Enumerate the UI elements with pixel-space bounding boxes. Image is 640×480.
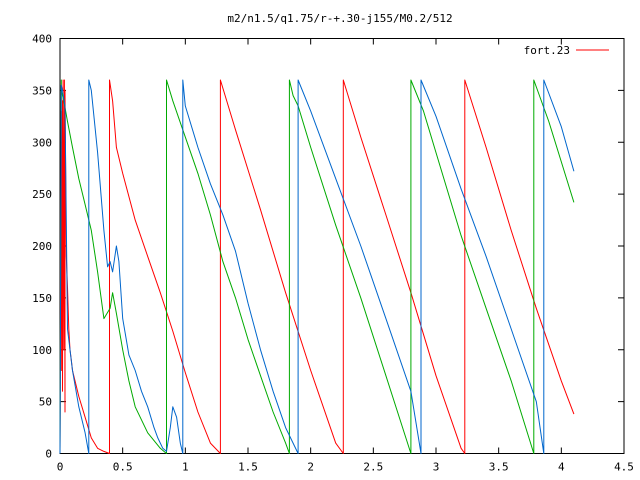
series-line-1 bbox=[59, 79, 575, 454]
y-tick-label: 50 bbox=[39, 396, 52, 409]
y-tick-label: 350 bbox=[32, 84, 52, 97]
x-tick-label: 1 bbox=[182, 461, 189, 474]
x-tick-label: 0 bbox=[57, 461, 64, 474]
axis-ticks: 0 0.5 1 1.5 2 2.5 3 3.5 4 4.5 0 50 100 150 200 250 300 35… bbox=[32, 33, 634, 474]
chart-title: m2/n1.5/q1.75/r-+.30-j155/M0.2/512 bbox=[227, 12, 452, 25]
series-line-3 bbox=[59, 79, 575, 454]
y-tick-label: 150 bbox=[32, 292, 52, 305]
legend: fort.23 bbox=[524, 44, 609, 57]
y-tick-label: 300 bbox=[32, 136, 52, 149]
x-tick-label: 3 bbox=[433, 461, 440, 474]
x-tick-label: 4.5 bbox=[614, 461, 634, 474]
y-tick-label: 250 bbox=[32, 188, 52, 201]
series-line-2 bbox=[59, 79, 575, 454]
x-tick-label: 2.5 bbox=[363, 461, 383, 474]
legend-label: fort.23 bbox=[524, 44, 570, 57]
series-group bbox=[59, 79, 575, 454]
y-tick-label: 200 bbox=[32, 240, 52, 253]
x-tick-label: 3.5 bbox=[489, 461, 509, 474]
x-tick-label: 2 bbox=[307, 461, 314, 474]
x-tick-label: 1.5 bbox=[238, 461, 258, 474]
y-tick-label: 100 bbox=[32, 344, 52, 357]
x-tick-label: 4 bbox=[558, 461, 565, 474]
x-tick-label: 0.5 bbox=[113, 461, 133, 474]
y-tick-label: 400 bbox=[32, 33, 52, 46]
y-tick-label: 0 bbox=[45, 448, 52, 461]
